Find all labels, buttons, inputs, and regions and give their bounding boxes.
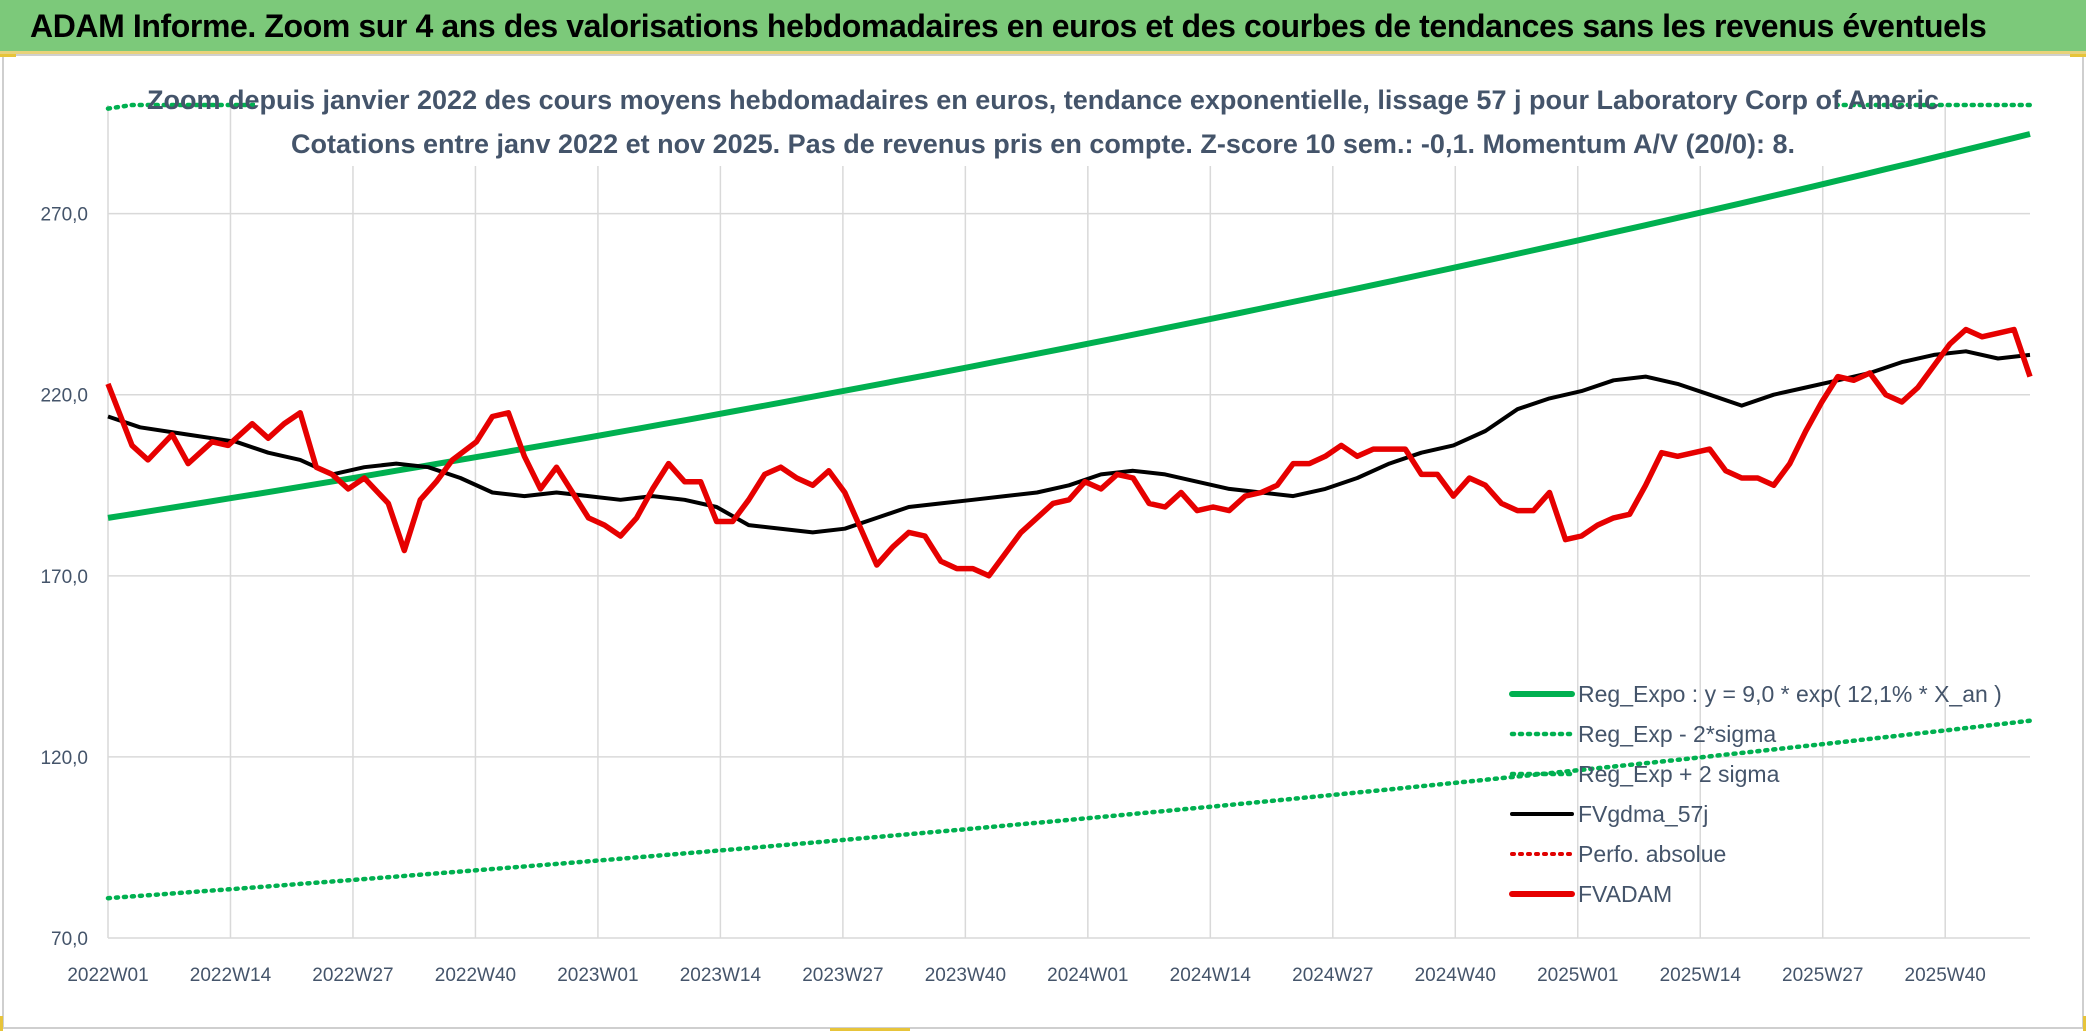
- x-tick-label: 2022W14: [190, 965, 272, 986]
- chart-subtitle-line1: Zoom depuis janvier 2022 des cours moyen…: [147, 85, 1939, 115]
- series-reg-exp-minus-2sigma: [105, 718, 2033, 901]
- x-tick-label: 2024W14: [1170, 965, 1252, 986]
- x-tick-label: 2023W40: [925, 965, 1006, 986]
- x-tick-label: 2022W01: [67, 965, 148, 986]
- subtitle-background: [255, 78, 1835, 166]
- x-tick-label: 2025W27: [1782, 965, 1863, 986]
- series-fvadam: [105, 326, 2033, 579]
- x-tick-label: 2022W27: [312, 965, 393, 986]
- legend-label: FVgdma_57j: [1578, 801, 1708, 827]
- header-title: ADAM Informe. Zoom sur 4 ans des valoris…: [30, 8, 1987, 44]
- chart-subtitle-line2: Cotations entre janv 2022 et nov 2025. P…: [291, 129, 1795, 159]
- x-tick-label: 2023W01: [557, 965, 638, 986]
- series-fvgdma-57j: [107, 349, 2031, 535]
- x-tick-label: 2025W14: [1660, 965, 1742, 986]
- y-tick-label: 70,0: [51, 929, 88, 950]
- x-tick-label: 2025W40: [1905, 965, 1986, 986]
- x-tick-label: 2023W14: [680, 965, 762, 986]
- legend-label: FVADAM: [1578, 881, 1672, 907]
- series-reg-expo: [107, 131, 2031, 521]
- legend: Reg_Expo : y = 9,0 * exp( 12,1% * X_an )…: [1509, 681, 2002, 907]
- legend-label: Perfo. absolue: [1578, 841, 1726, 867]
- y-axis: 270,0 220,0 170,0 120,0 70,0: [40, 205, 88, 950]
- corner-mark: [2070, 54, 2086, 57]
- x-tick-label: 2022W40: [435, 965, 516, 986]
- x-tick-label: 2024W27: [1292, 965, 1373, 986]
- legend-label: Reg_Exp + 2 sigma: [1578, 761, 1780, 787]
- corner-mark: [0, 54, 16, 57]
- legend-label: Reg_Expo : y = 9,0 * exp( 12,1% * X_an ): [1578, 681, 2002, 707]
- legend-label: Reg_Exp - 2*sigma: [1578, 721, 1776, 747]
- y-tick-label: 120,0: [40, 748, 88, 769]
- chart-frame: [2, 54, 2084, 1029]
- x-tick-label: 2025W01: [1537, 965, 1618, 986]
- corner-mark: [830, 1028, 910, 1031]
- x-tick-label: 2023W27: [802, 965, 883, 986]
- x-axis: 2022W01 2022W14 2022W27 2022W40 2023W01 2023W…: [67, 965, 1986, 986]
- y-tick-label: 270,0: [40, 205, 88, 226]
- x-tick-label: 2024W40: [1415, 965, 1496, 986]
- corner-mark: [2083, 1016, 2086, 1031]
- x-tick-label: 2024W01: [1047, 965, 1128, 986]
- header-bar: ADAM Informe. Zoom sur 4 ans des valoris…: [0, 0, 2086, 54]
- y-tick-label: 170,0: [40, 567, 88, 588]
- corner-mark: [0, 1016, 3, 1031]
- y-tick-label: 220,0: [40, 386, 88, 407]
